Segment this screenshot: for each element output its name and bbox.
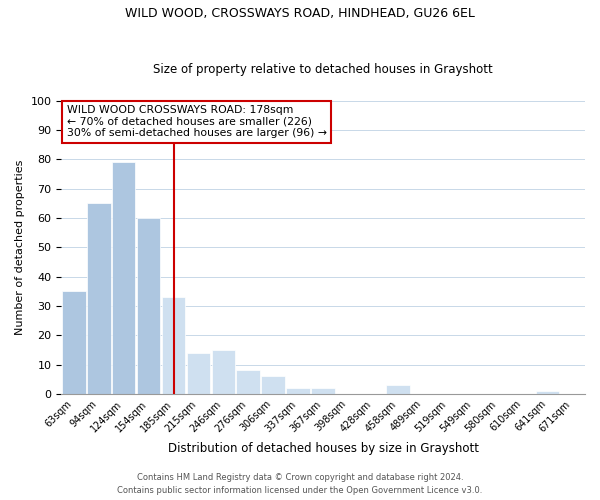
X-axis label: Distribution of detached houses by size in Grayshott: Distribution of detached houses by size … (167, 442, 479, 455)
Y-axis label: Number of detached properties: Number of detached properties (15, 160, 25, 335)
Bar (137, 218, 160, 394)
Bar (536, 391, 559, 394)
Bar (62, 292, 86, 394)
Bar (286, 388, 310, 394)
Bar (112, 162, 136, 394)
Bar (311, 388, 335, 394)
Title: Size of property relative to detached houses in Grayshott: Size of property relative to detached ho… (153, 63, 493, 76)
Bar (212, 350, 235, 394)
Bar (262, 376, 285, 394)
Text: WILD WOOD CROSSWAYS ROAD: 178sqm
← 70% of detached houses are smaller (226)
30% : WILD WOOD CROSSWAYS ROAD: 178sqm ← 70% o… (67, 105, 326, 138)
Text: WILD WOOD, CROSSWAYS ROAD, HINDHEAD, GU26 6EL: WILD WOOD, CROSSWAYS ROAD, HINDHEAD, GU2… (125, 8, 475, 20)
Bar (386, 385, 410, 394)
Text: Contains HM Land Registry data © Crown copyright and database right 2024.
Contai: Contains HM Land Registry data © Crown c… (118, 474, 482, 495)
Bar (236, 370, 260, 394)
Bar (161, 297, 185, 394)
Bar (187, 353, 210, 394)
Bar (87, 204, 110, 394)
